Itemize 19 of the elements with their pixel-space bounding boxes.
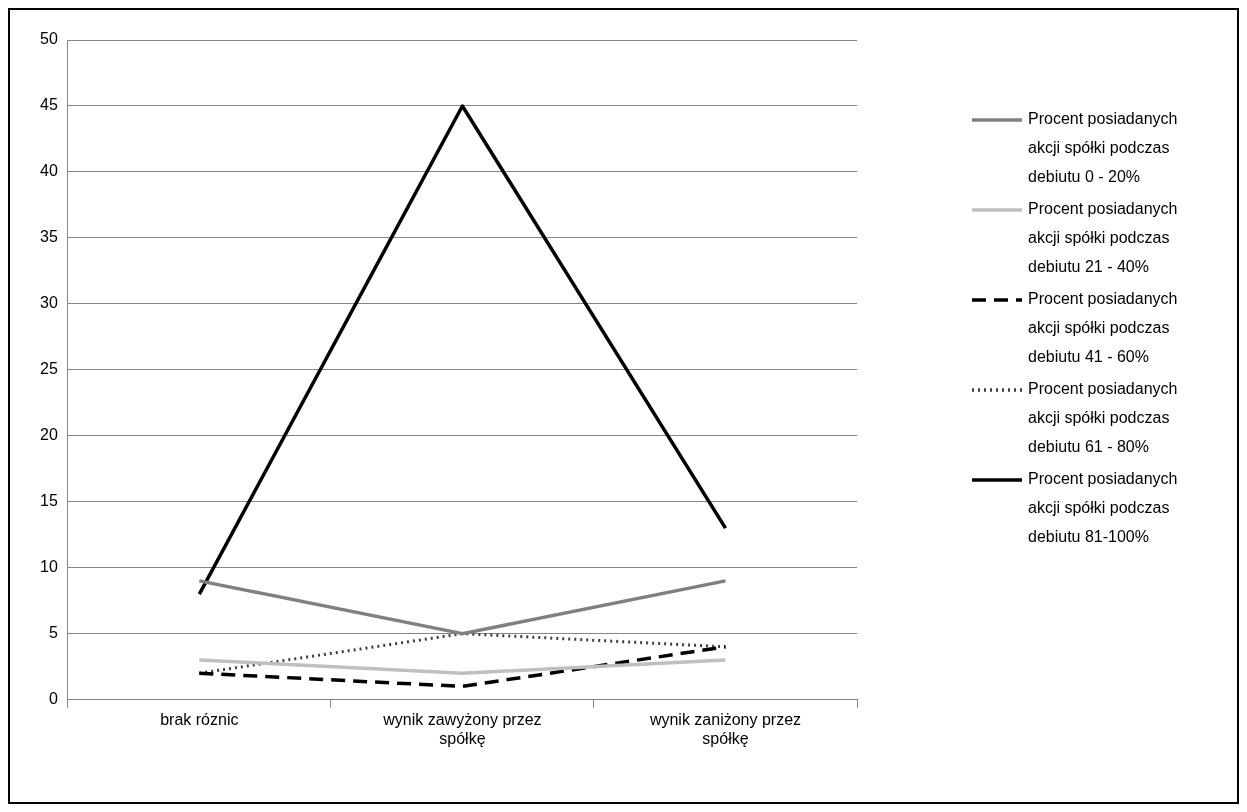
- y-tick-label: 50: [40, 30, 58, 48]
- legend-label: Procent posiadanych akcji spółki podczas debiutu 21 - 40%: [1028, 200, 1178, 276]
- y-tick-label: 40: [40, 162, 58, 180]
- y-tick-label: 30: [40, 294, 58, 312]
- y-tick-label: 15: [40, 492, 58, 510]
- y-tick-label: 10: [40, 558, 58, 576]
- y-tick-label: 45: [40, 96, 58, 114]
- legend-label: Procent posiadanych akcji spółki podczas debiutu 41 - 60%: [1028, 290, 1178, 366]
- x-tick-label: wynik zaniżony przez spółkę: [648, 710, 802, 747]
- x-tick-label: wynik zawyżony przez spółkę: [382, 710, 542, 747]
- y-tick-label: 0: [48, 690, 58, 708]
- legend-label: Procent posiadanych akcji spółki podczas debiutu 61 - 80%: [1028, 380, 1178, 456]
- y-tick-label: 20: [40, 426, 58, 444]
- y-tick-label: 5: [48, 624, 58, 642]
- y-tick-label: 25: [40, 360, 58, 378]
- x-tick-label: brak róznic: [160, 710, 239, 728]
- legend-label: Procent posiadanych akcji spółki podczas debiutu 0 - 20%: [1028, 110, 1178, 186]
- y-tick-label: 35: [40, 228, 58, 246]
- legend-label: Procent posiadanych akcji spółki podczas debiutu 81-100%: [1028, 470, 1178, 546]
